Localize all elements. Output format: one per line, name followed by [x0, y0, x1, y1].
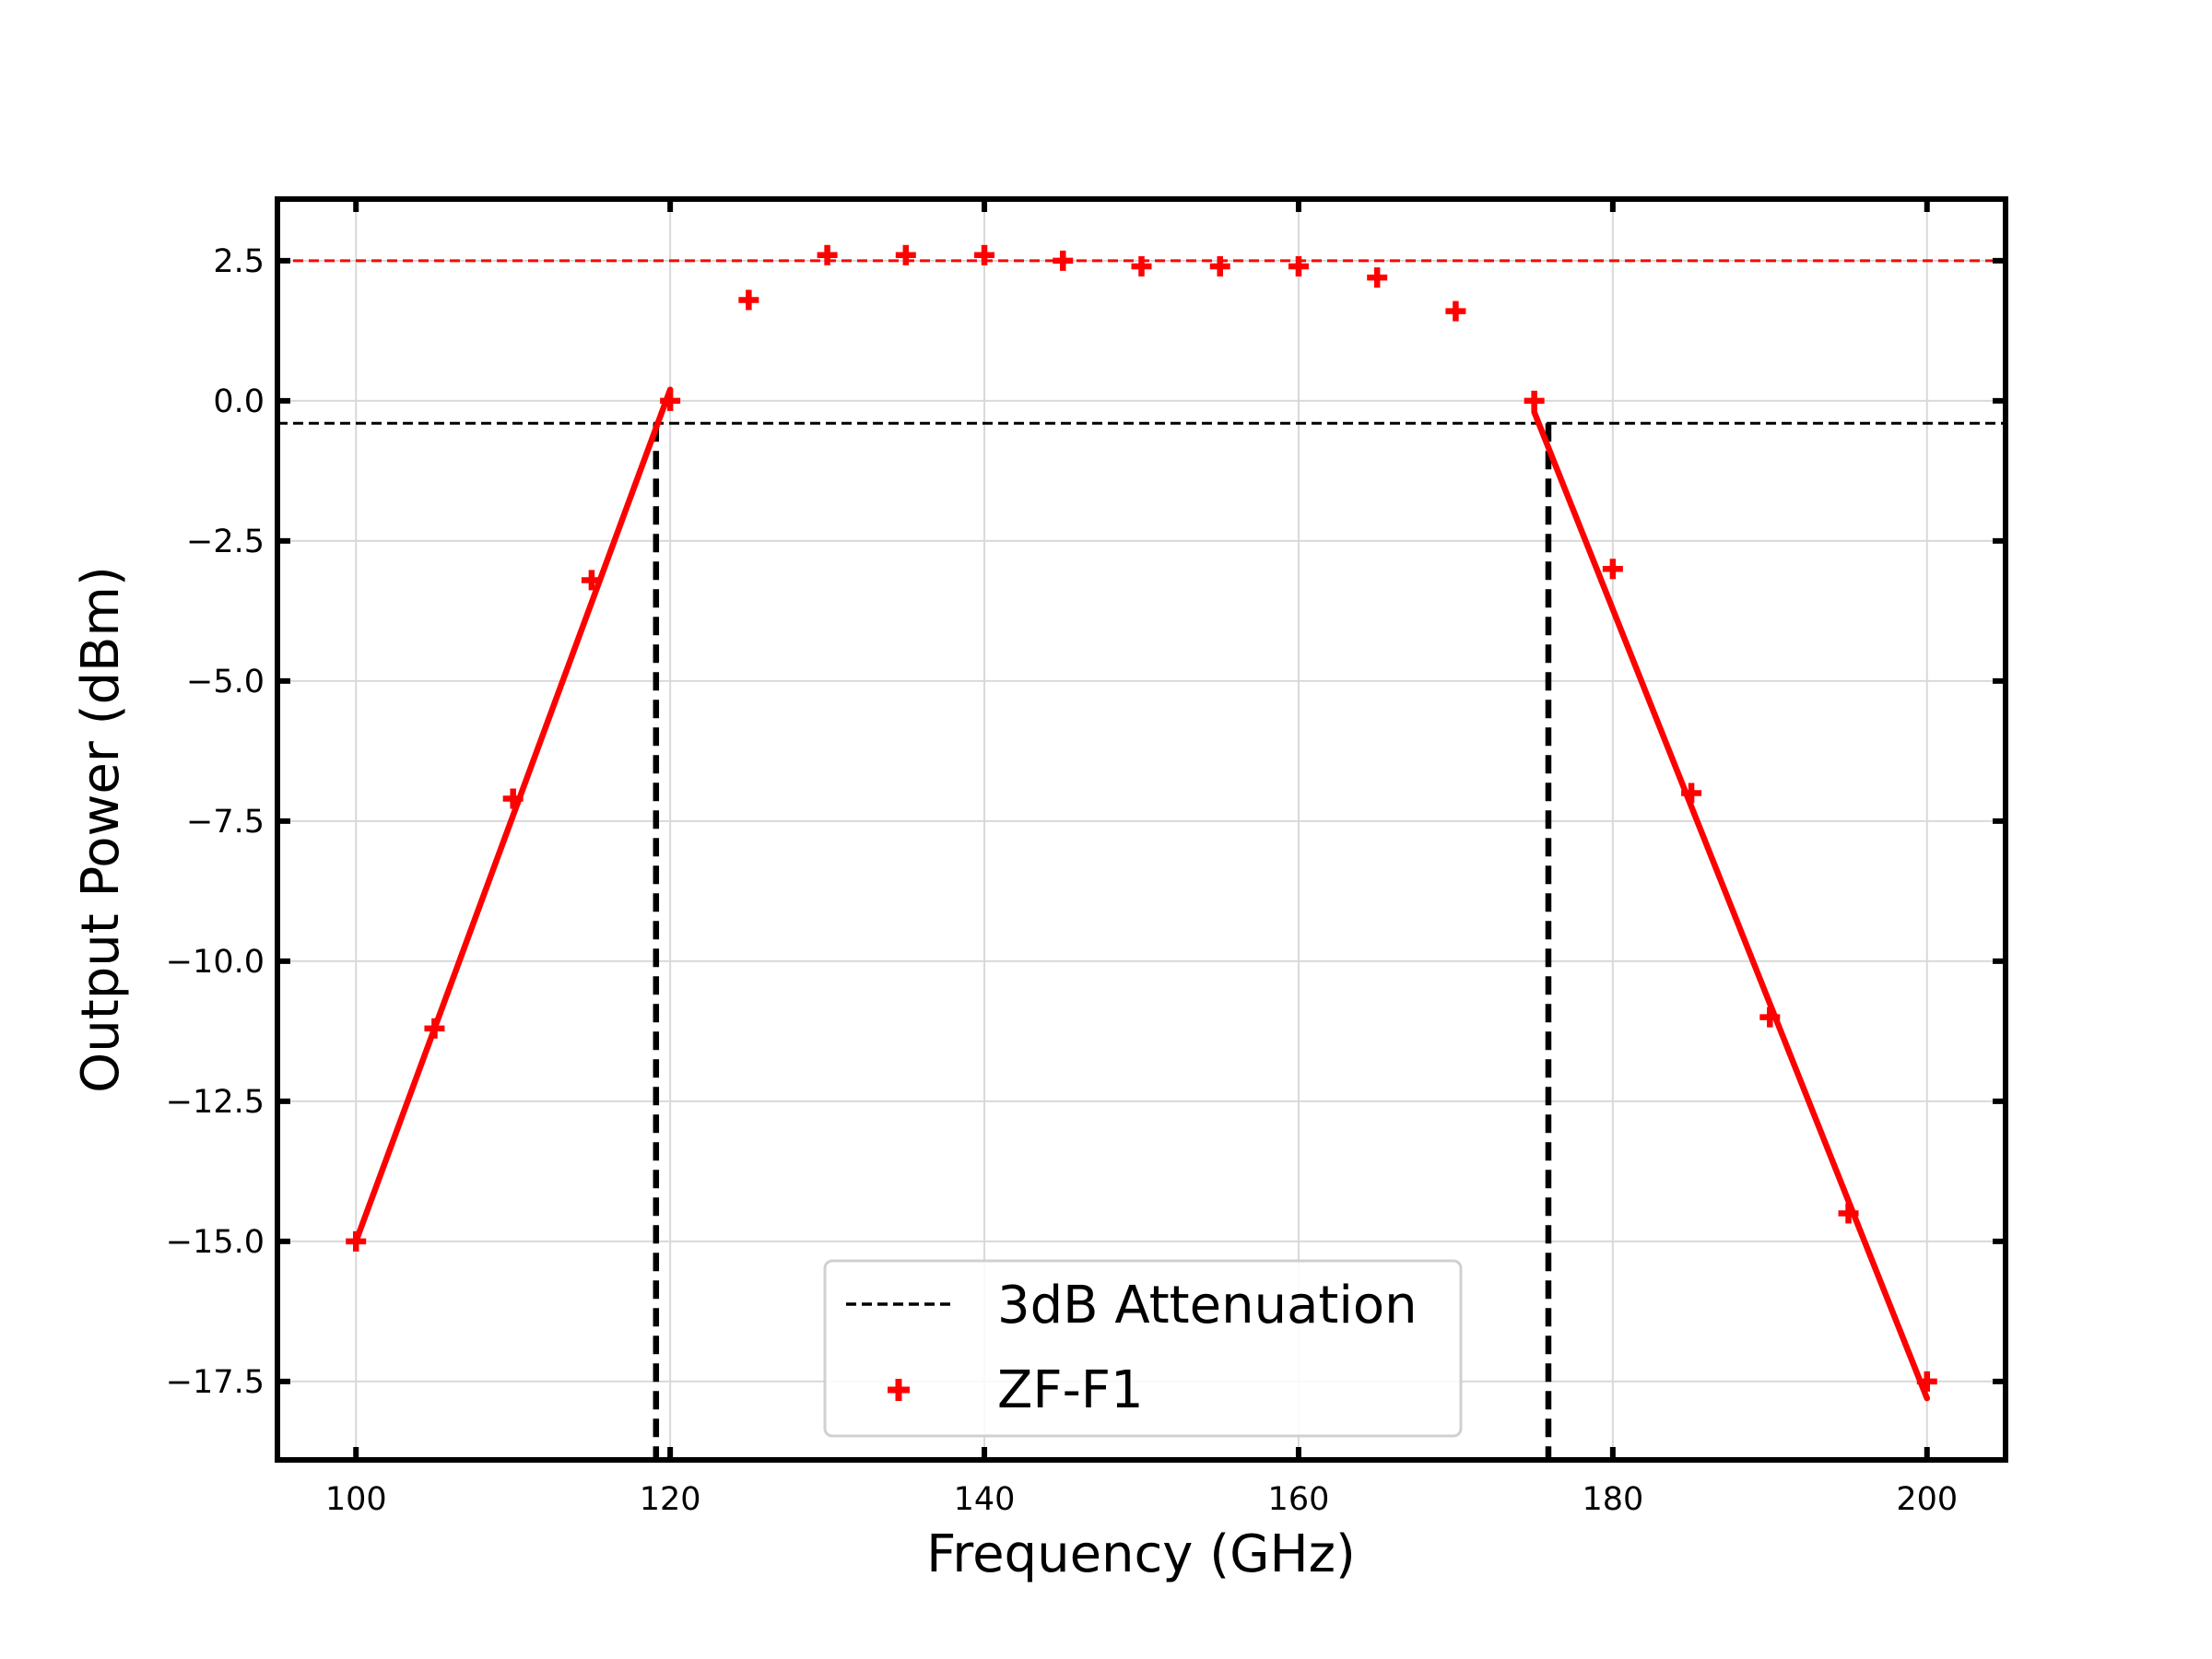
data-point — [738, 289, 759, 311]
y-tick-label: 2.5 — [213, 243, 265, 280]
data-point — [1209, 255, 1230, 276]
data-point — [895, 244, 916, 265]
x-tick-label: 200 — [1896, 1481, 1958, 1518]
y-tick-label: −5.0 — [186, 664, 265, 700]
legend-zf-f1-swatch — [888, 1379, 910, 1401]
y-tick-label: 0.0 — [213, 383, 265, 420]
data-point — [424, 1018, 445, 1039]
y-tick-label: −12.5 — [166, 1084, 265, 1121]
data-point — [1916, 1371, 1937, 1392]
data-point — [1288, 255, 1309, 276]
legend-3db-label: 3dB Attenuation — [997, 1276, 1418, 1335]
data-point — [660, 390, 681, 411]
x-tick-label: 180 — [1582, 1481, 1643, 1518]
ticks: 100 120 140 160 180 200 2.5 0.0 −2.5 −5.0 −7.5 −10.… — [166, 199, 2006, 1518]
data-point — [1759, 1006, 1781, 1028]
y-tick-label: −2.5 — [186, 524, 265, 560]
y-tick-label: −17.5 — [166, 1364, 265, 1401]
data-point — [1131, 255, 1152, 276]
x-axis-title: Frequency (GHz) — [926, 1524, 1356, 1584]
data-point — [1445, 300, 1466, 322]
y-tick-label: −10.0 — [166, 944, 265, 981]
data-point — [1367, 267, 1388, 288]
data-point — [974, 244, 995, 265]
data-point — [1838, 1203, 1859, 1224]
data-point — [1524, 390, 1545, 411]
x-tick-label: 100 — [325, 1481, 387, 1518]
data-point — [346, 1230, 367, 1252]
x-tick-label: 160 — [1268, 1481, 1330, 1518]
y-tick-label: −15.0 — [166, 1224, 265, 1261]
fit-lines — [352, 386, 1931, 1402]
fit-line — [352, 386, 674, 1245]
x-tick-label: 140 — [954, 1481, 1016, 1518]
data-point — [817, 244, 838, 265]
fit-line — [1531, 408, 1931, 1402]
data-point — [1681, 782, 1702, 804]
plot-frame — [275, 196, 2008, 1463]
legend-zf-f1-label: ZF-F1 — [997, 1360, 1144, 1420]
data-point — [1053, 250, 1074, 271]
data-point — [1602, 559, 1623, 580]
data-points — [346, 244, 1937, 1392]
x-tick-label: 120 — [640, 1481, 701, 1518]
data-point — [581, 570, 602, 591]
y-axis-title: Output Power (dBm) — [71, 566, 131, 1093]
legend: 3dB Attenuation ZF-F1 — [823, 1259, 1463, 1438]
y-tick-label: −7.5 — [186, 804, 265, 841]
legend-box — [823, 1259, 1463, 1438]
data-point — [502, 788, 524, 809]
